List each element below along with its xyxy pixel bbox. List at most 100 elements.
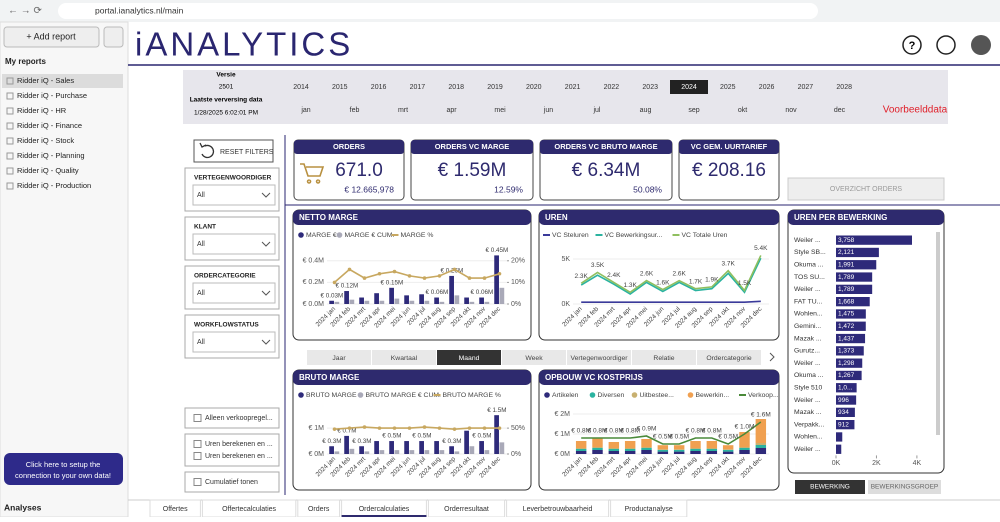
period-tab-label: Kwartaal	[391, 355, 418, 362]
chart-header	[293, 370, 531, 385]
year[interactable]: 2018	[448, 84, 464, 91]
value-label: € 0.5M	[382, 433, 401, 440]
checkbox[interactable]	[193, 440, 202, 448]
month[interactable]: mei	[494, 107, 506, 114]
bar	[334, 451, 340, 454]
year[interactable]: 2025	[720, 84, 736, 91]
month[interactable]: sep	[688, 107, 699, 114]
setup-box[interactable]	[4, 453, 123, 485]
month[interactable]: nov	[785, 107, 797, 114]
bar	[454, 451, 460, 454]
checkbox[interactable]	[193, 478, 202, 486]
value-label: € 1.0M	[735, 424, 755, 431]
report-item[interactable]: Ridder iQ - Sales	[17, 76, 74, 85]
setup-text: Click here to setup the	[26, 460, 101, 469]
month[interactable]: mrt	[398, 107, 408, 114]
period-tab[interactable]	[567, 350, 631, 365]
year[interactable]: 2028	[836, 84, 852, 91]
period-tab[interactable]	[437, 350, 501, 365]
line	[580, 255, 762, 294]
bar	[499, 287, 505, 304]
collapse-button[interactable]	[103, 26, 124, 48]
year[interactable]: 2017	[410, 84, 426, 91]
year[interactable]: 2022	[604, 84, 620, 91]
line-marker	[377, 271, 382, 276]
dropdown[interactable]	[192, 331, 276, 353]
year[interactable]: 2024	[681, 84, 697, 91]
report-item[interactable]: Ridder iQ - Quality	[17, 166, 79, 175]
dropdown[interactable]	[192, 184, 276, 206]
legend-label: VC Totale Uren	[682, 232, 728, 239]
report-item[interactable]: Ridder iQ - Purchase	[17, 91, 87, 100]
checkbox[interactable]	[193, 414, 202, 422]
year[interactable]: 2021	[565, 84, 581, 91]
year[interactable]: 2026	[759, 84, 775, 91]
chart-header	[539, 370, 779, 385]
bar	[404, 441, 409, 454]
month[interactable]: dec	[834, 107, 846, 114]
year[interactable]: 2014	[293, 84, 309, 91]
reset-button[interactable]	[193, 139, 274, 163]
year[interactable]: 2023	[642, 84, 658, 91]
add-report-button[interactable]	[3, 26, 100, 48]
value-label: 1.5K	[738, 280, 752, 287]
bar-segment	[657, 449, 669, 450]
report-item[interactable]: Ridder iQ - HR	[17, 106, 67, 115]
month[interactable]: apr	[446, 107, 457, 114]
bar-segment	[608, 449, 620, 451]
tabs-arrow[interactable]	[769, 352, 775, 362]
bar	[359, 297, 364, 304]
year[interactable]: 2020	[526, 84, 542, 91]
bar	[439, 301, 445, 304]
user-icon[interactable]	[971, 35, 991, 55]
month[interactable]: jun	[543, 107, 553, 114]
chart-header	[293, 210, 531, 225]
report-item[interactable]: Ridder iQ - Finance	[17, 121, 82, 130]
value-label: € 0.5M	[412, 433, 431, 440]
period-tab[interactable]	[632, 350, 696, 365]
bewerking-tab[interactable]	[868, 480, 941, 494]
bewerking-tab[interactable]	[795, 480, 865, 494]
period-tab[interactable]	[307, 350, 371, 365]
address-bar[interactable]	[58, 3, 818, 19]
month[interactable]: jul	[592, 107, 600, 114]
report-item[interactable]: Ridder iQ - Planning	[17, 151, 85, 160]
scrollbar[interactable]	[936, 232, 940, 435]
category-label: Verpakk...	[794, 421, 824, 428]
nav-icons[interactable]: ← → ⟳	[8, 6, 43, 17]
year[interactable]: 2016	[371, 84, 387, 91]
value-label: 1,789	[838, 286, 855, 293]
report-icon	[6, 122, 14, 130]
month[interactable]: jan	[300, 107, 310, 114]
period-tab[interactable]	[502, 350, 566, 365]
line-marker	[392, 269, 397, 274]
bar	[836, 407, 855, 417]
period-tab-label: Ordercategorie	[706, 355, 752, 362]
bar	[836, 247, 879, 258]
report-item[interactable]: Ridder iQ - Stock	[17, 136, 74, 145]
month[interactable]: aug	[640, 107, 652, 114]
year[interactable]: 2019	[487, 84, 503, 91]
value-label: € 1.6M	[751, 412, 771, 419]
year[interactable]: 2027	[798, 84, 814, 91]
line-marker	[482, 276, 487, 280]
month[interactable]: feb	[350, 107, 360, 114]
dropdown[interactable]	[192, 233, 276, 255]
value-label: € 0.06M	[425, 289, 448, 296]
bar	[836, 420, 855, 430]
overview-button[interactable]	[787, 177, 945, 201]
period-tab[interactable]	[697, 350, 761, 365]
report-icon	[6, 182, 14, 190]
period-tab[interactable]	[372, 350, 436, 365]
month[interactable]: okt	[738, 107, 747, 114]
category-label: Weiler ...	[794, 237, 821, 244]
report-item[interactable]: Ridder iQ - Production	[17, 181, 91, 190]
year[interactable]: 2015	[332, 84, 348, 91]
value-label: 1,472	[838, 323, 855, 330]
dropdown[interactable]	[192, 282, 276, 304]
help-icon[interactable]	[902, 35, 922, 55]
legend-label: MARGE %	[401, 232, 434, 239]
checkbox[interactable]	[193, 452, 202, 460]
apps-icon[interactable]	[936, 35, 956, 55]
chart-header	[539, 210, 779, 225]
